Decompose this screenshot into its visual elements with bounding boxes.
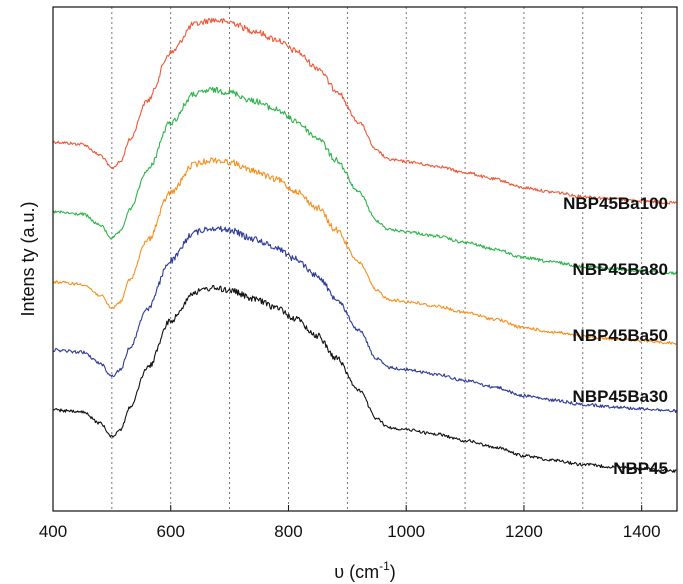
series-line-nbp45ba50 [52,157,677,345]
series-line-nbp45ba80 [52,86,677,276]
series-line-nbp45ba100 [52,17,677,205]
x-axis-ticks: 400 600 800 1000 1200 1400 [39,505,661,541]
x-tick-label: 1200 [505,522,543,541]
x-axis-label-main: υ (cm [334,562,379,582]
y-axis-label: Intens ty (a.u.) [18,201,38,316]
spectra-series [52,17,677,473]
x-tick-label: 800 [274,522,302,541]
plot-frame [52,6,678,512]
series-label-nbp45: NBP45 [613,459,668,478]
series-line-nbp45 [52,284,677,473]
series-labels: NBP45Ba100 NBP45Ba80 NBP45Ba50 NBP45Ba30 NBP… [563,194,668,478]
series-label-nbp45ba50: NBP45Ba50 [573,326,668,345]
series-line-nbp45ba30 [52,225,677,414]
x-tick-label: 600 [157,522,185,541]
x-tick-label: 1400 [623,522,661,541]
series-label-nbp45ba30: NBP45Ba30 [573,387,668,406]
x-axis-label-sup: -1 [379,559,390,573]
x-axis-label-tail: ) [390,562,396,582]
x-axis-label: υ (cm-1) [334,559,396,582]
series-label-nbp45ba100: NBP45Ba100 [563,194,668,213]
x-tick-label: 1000 [387,522,425,541]
vertical-gridlines [111,7,643,511]
series-label-nbp45ba80: NBP45Ba80 [573,260,668,279]
x-tick-label: 400 [39,522,67,541]
